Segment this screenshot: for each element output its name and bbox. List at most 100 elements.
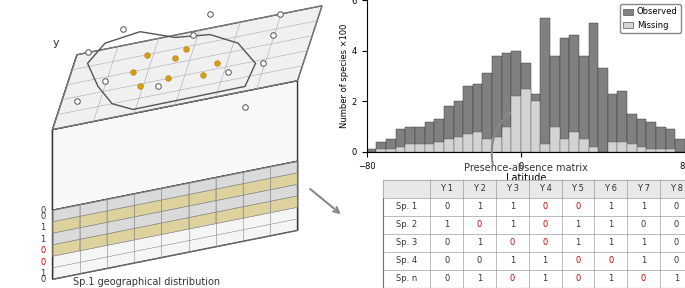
Bar — [463, 134, 473, 152]
Bar — [550, 126, 560, 152]
Text: 1: 1 — [477, 202, 482, 211]
Text: y: y — [53, 38, 60, 48]
Bar — [444, 106, 453, 152]
Polygon shape — [188, 212, 216, 229]
Polygon shape — [216, 184, 243, 201]
Text: 1: 1 — [510, 220, 515, 229]
Polygon shape — [271, 173, 297, 190]
Bar — [366, 149, 377, 152]
Bar — [588, 147, 598, 152]
Bar — [647, 149, 656, 152]
Text: 1: 1 — [641, 238, 646, 247]
Bar — [608, 142, 617, 152]
Text: 1: 1 — [40, 223, 45, 232]
Bar — [531, 94, 540, 152]
Polygon shape — [271, 196, 297, 213]
Polygon shape — [53, 55, 77, 210]
Text: 1: 1 — [510, 202, 515, 211]
Bar — [425, 122, 434, 152]
Bar — [598, 68, 608, 152]
Polygon shape — [188, 201, 216, 218]
Bar — [396, 129, 406, 152]
Polygon shape — [79, 211, 107, 228]
Text: 1: 1 — [40, 234, 45, 244]
Text: 0: 0 — [510, 274, 515, 283]
Bar — [579, 139, 588, 152]
Text: 0: 0 — [444, 238, 449, 247]
Bar — [415, 144, 425, 152]
Polygon shape — [162, 206, 188, 223]
Bar — [473, 132, 482, 152]
Bar — [406, 144, 415, 152]
Bar — [560, 38, 569, 152]
Polygon shape — [216, 172, 243, 189]
Bar — [482, 139, 492, 152]
Text: Sp. 2: Sp. 2 — [396, 220, 417, 229]
Bar — [608, 94, 617, 152]
Polygon shape — [79, 199, 107, 216]
Legend: Observed, Missing: Observed, Missing — [620, 4, 681, 33]
Text: 0: 0 — [477, 220, 482, 229]
Bar — [415, 126, 425, 152]
Text: Y 3: Y 3 — [506, 184, 519, 193]
Bar — [637, 147, 647, 152]
Text: 1: 1 — [641, 202, 646, 211]
Polygon shape — [53, 81, 297, 210]
Text: 0: 0 — [575, 202, 581, 211]
Bar — [444, 139, 453, 152]
Text: 1: 1 — [543, 274, 548, 283]
Text: 0: 0 — [477, 256, 482, 265]
Text: Sp. 1: Sp. 1 — [396, 202, 417, 211]
Text: Sp.1 geographical distribution: Sp.1 geographical distribution — [73, 276, 221, 287]
Polygon shape — [107, 228, 134, 245]
Text: 0: 0 — [510, 238, 515, 247]
Polygon shape — [53, 161, 297, 279]
Text: 0: 0 — [575, 274, 581, 283]
Polygon shape — [162, 183, 188, 200]
Bar — [502, 126, 512, 152]
Polygon shape — [243, 178, 271, 195]
Text: 1: 1 — [40, 269, 45, 278]
Polygon shape — [107, 205, 134, 222]
Bar — [434, 119, 444, 152]
Bar — [502, 53, 512, 152]
Text: 1: 1 — [608, 220, 613, 229]
Bar — [656, 126, 666, 152]
Bar — [377, 149, 386, 152]
Bar — [569, 132, 579, 152]
Text: 0: 0 — [40, 275, 45, 284]
Polygon shape — [53, 6, 322, 130]
Text: Y 1: Y 1 — [440, 184, 453, 193]
Polygon shape — [162, 218, 188, 234]
Text: Sp. n: Sp. n — [396, 274, 417, 283]
Bar — [560, 139, 569, 152]
Text: 0: 0 — [608, 256, 613, 265]
Bar — [383, 179, 685, 198]
Bar — [569, 35, 579, 152]
Bar — [377, 142, 386, 152]
Text: 0: 0 — [673, 202, 679, 211]
Text: 1: 1 — [477, 274, 482, 283]
Text: 0: 0 — [641, 220, 646, 229]
Polygon shape — [216, 195, 243, 212]
Bar — [512, 51, 521, 152]
Text: 0: 0 — [40, 246, 45, 255]
Text: Presence-absence matrix: Presence-absence matrix — [464, 163, 588, 173]
Text: 1: 1 — [575, 220, 581, 229]
Bar — [617, 91, 627, 152]
Bar — [579, 56, 588, 152]
Text: Y 5: Y 5 — [571, 184, 584, 193]
X-axis label: Latitude: Latitude — [506, 173, 546, 183]
Y-axis label: Number of species ×100: Number of species ×100 — [340, 24, 349, 128]
Bar — [383, 198, 685, 216]
Text: 1: 1 — [510, 256, 515, 265]
Text: 0: 0 — [40, 257, 45, 267]
Polygon shape — [53, 205, 79, 222]
Polygon shape — [53, 239, 79, 256]
Bar — [656, 149, 666, 152]
Text: 0: 0 — [673, 256, 679, 265]
Bar — [531, 101, 540, 152]
Bar — [383, 270, 685, 288]
Polygon shape — [79, 234, 107, 251]
Text: 0: 0 — [673, 220, 679, 229]
